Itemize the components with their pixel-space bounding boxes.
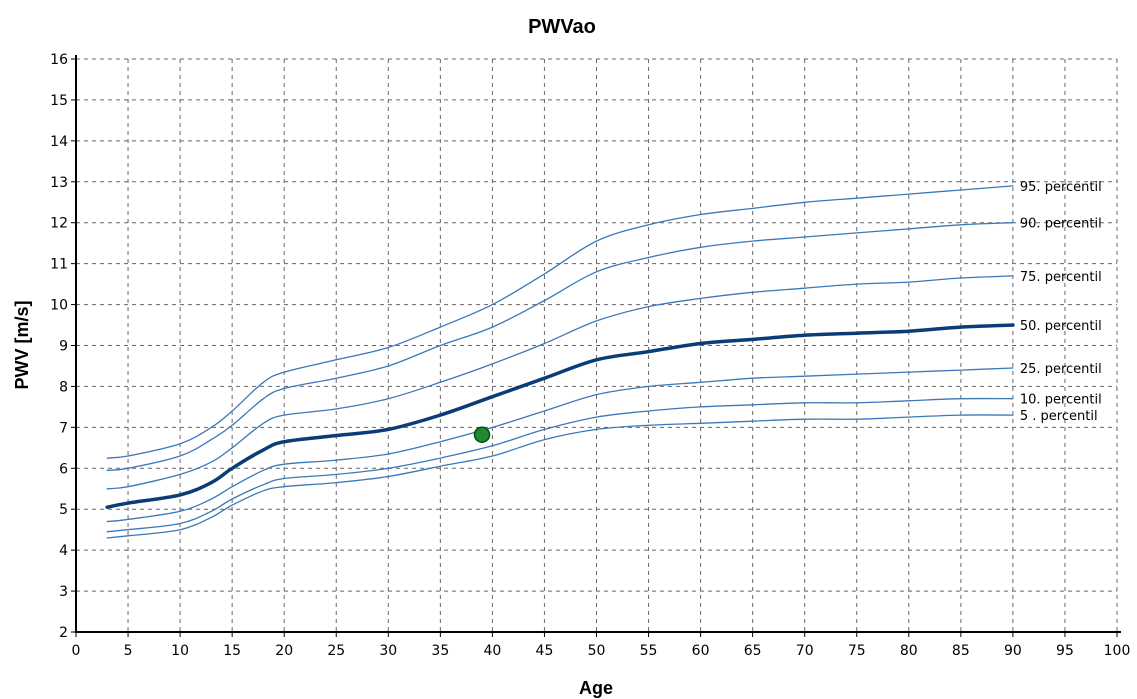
series-line [106, 275, 1014, 490]
axes [71, 55, 1121, 637]
y-tick-label: 4 [59, 543, 68, 559]
x-tick-label: 25 [327, 643, 345, 659]
data-point-marker [473, 426, 491, 443]
x-tick-label: 80 [900, 643, 918, 659]
x-tick-label: 75 [848, 643, 866, 659]
series-line [106, 414, 1014, 539]
y-axis-label: PWV [m/s] [12, 300, 32, 389]
marker-layer [473, 426, 491, 443]
x-tick-label: 20 [275, 643, 293, 659]
series-label: 95. percentil [1020, 180, 1102, 195]
y-tick-label: 15 [50, 93, 68, 109]
y-tick-label: 16 [50, 52, 68, 68]
tick-labels: 0 5 10 15 20 25 30 35 40 45 50 55 60 65 70 75 80 85 90 95 10… [50, 52, 1130, 659]
x-tick-label: 60 [692, 643, 710, 659]
series-label: 25. percentil [1020, 362, 1102, 377]
x-tick-label: 55 [640, 643, 658, 659]
y-tick-label: 11 [50, 257, 68, 273]
series-line [106, 222, 1014, 471]
x-tick-label: 0 [72, 643, 81, 659]
series-line [106, 185, 1014, 459]
series-label: 5 . percentil [1020, 409, 1098, 424]
x-tick-label: 50 [588, 643, 606, 659]
chart-title: PWVao [528, 16, 596, 38]
x-tick-label: 65 [744, 643, 762, 659]
y-tick-label: 12 [50, 216, 68, 232]
series-line [106, 397, 1014, 533]
series-line [105, 323, 1015, 509]
x-tick-label: 100 [1104, 643, 1131, 659]
x-tick-label: 95 [1056, 643, 1074, 659]
x-tick-label: 30 [379, 643, 397, 659]
y-tick-label: 9 [59, 339, 68, 355]
series-group [105, 185, 1015, 539]
x-tick-label: 90 [1004, 643, 1022, 659]
y-tick-label: 7 [59, 420, 68, 436]
y-tick-label: 10 [50, 298, 68, 314]
x-axis-label: Age [579, 678, 613, 698]
y-tick-label: 5 [59, 502, 68, 518]
y-tick-label: 2 [59, 625, 68, 641]
y-tick-label: 14 [50, 134, 68, 150]
series-labels: 95. percentil 90. percentil 75. percentil 5… [1020, 180, 1102, 424]
y-tick-label: 13 [50, 175, 68, 191]
y-tick-label: 3 [59, 584, 68, 600]
y-tick-label: 6 [59, 461, 68, 477]
x-tick-label: 5 [124, 643, 133, 659]
grid [76, 58, 1118, 632]
series-label: 50. percentil [1020, 319, 1102, 334]
x-tick-label: 85 [952, 643, 970, 659]
series-label: 10. percentil [1020, 393, 1102, 408]
x-tick-label: 35 [431, 643, 449, 659]
x-tick-label: 40 [483, 643, 501, 659]
x-tick-label: 70 [796, 643, 814, 659]
x-tick-label: 45 [536, 643, 554, 659]
series-label: 75. percentil [1020, 270, 1102, 285]
series-label: 90. percentil [1020, 217, 1102, 232]
x-tick-label: 10 [171, 643, 189, 659]
y-tick-label: 8 [59, 379, 68, 395]
x-tick-label: 15 [223, 643, 241, 659]
series-line [106, 367, 1014, 523]
